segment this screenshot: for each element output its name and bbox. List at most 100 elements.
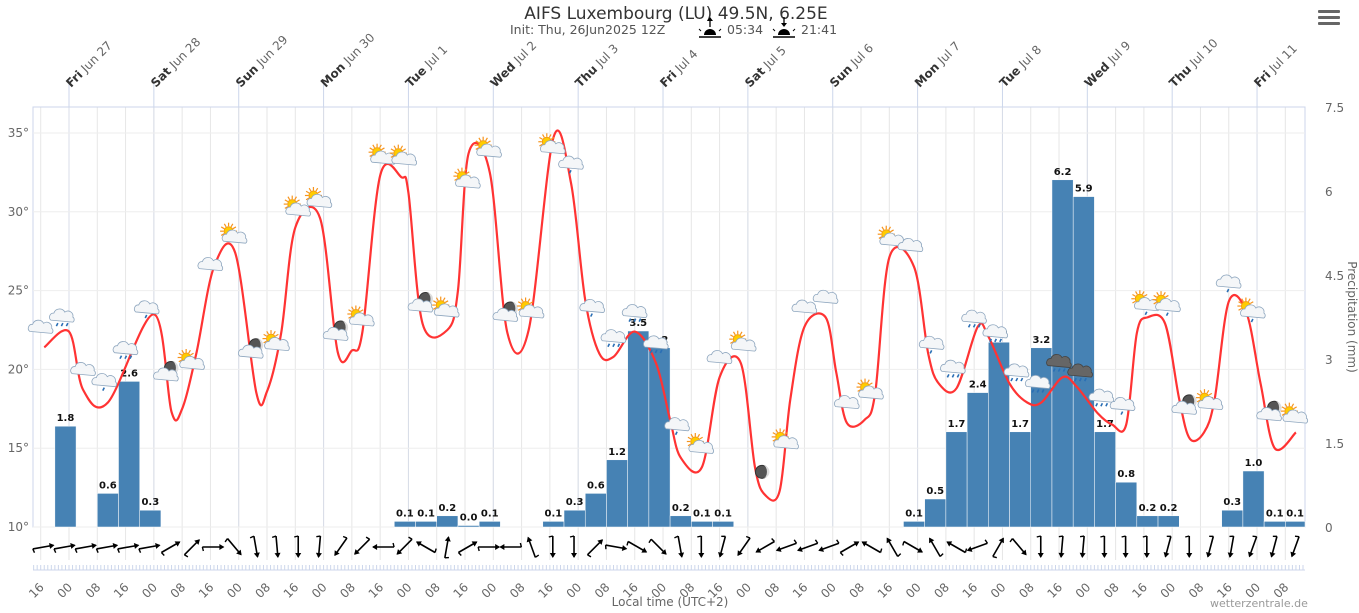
partly-cloudy-night-icon — [1171, 394, 1197, 415]
precipitation-bar — [54, 425, 77, 528]
right-tick-label: 3 — [1325, 353, 1333, 367]
sun-ray — [732, 331, 736, 336]
cloud-shape — [349, 312, 375, 327]
sun-ray — [529, 301, 534, 305]
wind-arrow-icon — [626, 540, 648, 553]
precipitation-bar — [436, 515, 459, 528]
wind-head — [1058, 552, 1065, 558]
wind-head — [499, 544, 505, 550]
cloudy-icon — [834, 395, 860, 410]
cloud-shape — [133, 300, 160, 315]
wind-arrow-icon — [861, 541, 883, 554]
precipitation-label: 0.0 — [460, 513, 478, 524]
wind-head — [929, 537, 935, 544]
date-label-date: Jun 29 — [253, 33, 290, 70]
precipitation-bar — [669, 515, 692, 528]
wind-barb — [160, 552, 165, 556]
precipitation-label: 0.8 — [1117, 469, 1135, 480]
sun-ray — [348, 315, 352, 319]
wind-arrow-icon — [457, 541, 478, 556]
wind-head — [112, 543, 119, 549]
rain-drop — [607, 343, 611, 348]
wind-head — [1021, 549, 1027, 556]
precipitation-bar — [1115, 481, 1138, 528]
wind-barb — [519, 542, 523, 548]
wind-barb — [342, 535, 348, 539]
sun-ray — [275, 333, 279, 337]
partly-cloudy-day-icon — [474, 136, 502, 158]
sun-ray — [539, 136, 543, 140]
wind-head — [998, 537, 1004, 544]
x-axis-title: Local time (UTC+2) — [612, 595, 729, 609]
rain-icon — [961, 309, 987, 328]
rain-drop — [124, 355, 128, 360]
sun-ray — [263, 333, 267, 337]
date-label: Tue Jul 8 — [997, 43, 1045, 91]
sun-ray — [475, 140, 480, 144]
wind-head — [274, 552, 281, 558]
wind-head — [1227, 552, 1234, 558]
wind-head — [775, 546, 782, 552]
wind-head — [1269, 552, 1276, 558]
right-tick-label: 4.5 — [1325, 269, 1344, 283]
wind-barb — [117, 548, 120, 553]
right-tick-label: 1.5 — [1325, 437, 1344, 451]
sun-ray — [1132, 300, 1136, 304]
precipitation-bar — [1285, 521, 1306, 528]
wind-arrow-icon — [444, 536, 451, 559]
sun-ray — [1141, 291, 1145, 295]
rain-drop — [989, 338, 993, 343]
cloud-shape — [391, 151, 417, 166]
hour-label: 08 — [422, 580, 443, 601]
cloud-shape — [322, 326, 349, 341]
hour-label: 16 — [1044, 580, 1065, 601]
sun-ray — [1249, 301, 1254, 305]
wind-head — [219, 544, 225, 550]
precipitation-bar — [415, 521, 437, 528]
wind-barb — [249, 535, 255, 539]
wind-head — [853, 541, 860, 547]
sun-ray — [1208, 392, 1213, 396]
rain-icon — [940, 359, 966, 378]
partly-cloudy-night-icon — [238, 338, 264, 359]
hamburger-menu-icon[interactable] — [1318, 8, 1340, 28]
sun-ray — [402, 148, 406, 152]
rain-icon — [621, 304, 648, 323]
wind-arrow-icon — [1100, 535, 1108, 558]
wind-head — [295, 553, 302, 558]
rain-drop — [1083, 377, 1087, 382]
credit-link[interactable]: wetterzentrale.de — [1210, 597, 1308, 610]
hour-label: 16 — [450, 580, 471, 601]
wind-barb — [569, 535, 575, 538]
precipitation-label: 0.2 — [1160, 503, 1178, 514]
wind-barb — [745, 535, 751, 539]
sun-ray — [687, 436, 692, 440]
sun-ray — [1281, 413, 1286, 416]
precipitation-bar — [945, 431, 968, 528]
light-rain-icon — [579, 299, 605, 317]
cloud-shape — [664, 417, 690, 432]
sun-ray — [857, 382, 861, 386]
rain-drop — [1057, 368, 1061, 372]
wind-head — [415, 541, 422, 547]
rain-drop — [638, 318, 642, 323]
cloud-shape — [179, 355, 205, 370]
wind-arrows — [32, 535, 1300, 559]
wind-head — [236, 549, 242, 556]
wind-barb — [626, 541, 629, 546]
wind-arrow-icon — [674, 535, 685, 558]
date-label-date: Jun 27 — [78, 38, 115, 75]
wind-barb — [964, 548, 968, 553]
wind-arrow-icon — [548, 535, 556, 558]
partly-cloudy-day-icon — [517, 297, 545, 319]
wind-arrow-icon — [526, 536, 540, 558]
cloudy-icon — [706, 350, 733, 365]
partly-cloudy-day-icon — [1195, 389, 1224, 411]
sun-ray — [687, 443, 692, 447]
moon-crescent — [256, 338, 264, 352]
wind-barb — [271, 535, 277, 539]
light-rain-icon — [91, 373, 117, 392]
wind-head — [946, 541, 953, 547]
wind-arrow-icon — [1227, 535, 1235, 558]
rain-icon — [643, 335, 669, 354]
